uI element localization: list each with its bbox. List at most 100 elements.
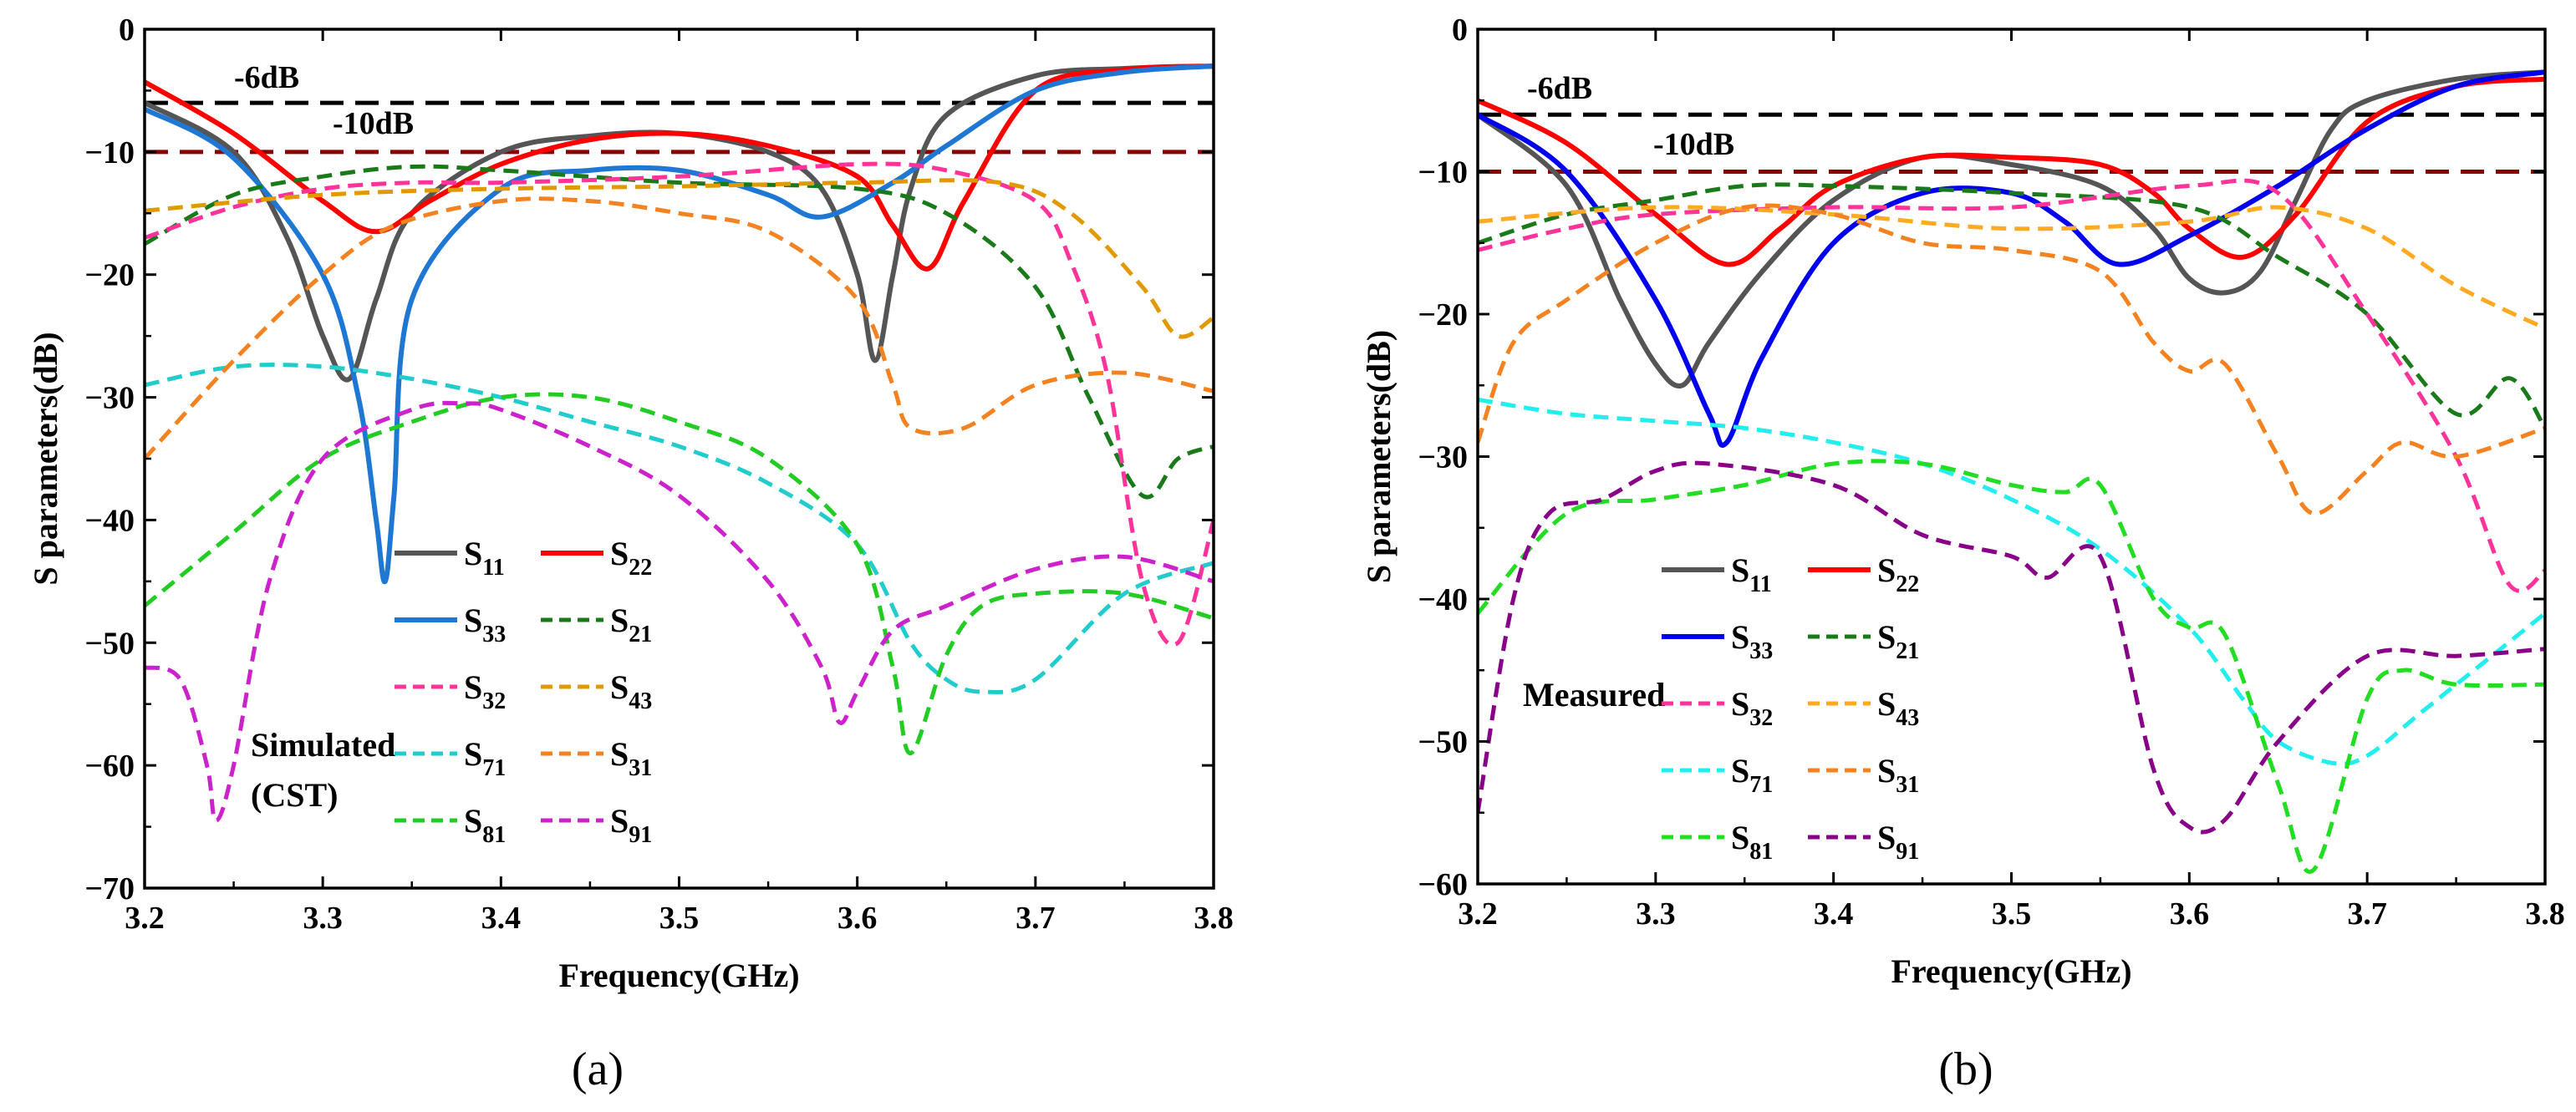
legend-item-s91: S91 xyxy=(1808,819,1919,865)
series-line-s31 xyxy=(145,196,1214,460)
series-line-s71 xyxy=(145,363,1214,695)
x-tick-label: 3.8 xyxy=(2525,896,2565,932)
legend-label: S91 xyxy=(1877,819,1919,865)
y-tick-label: 0 xyxy=(119,13,135,48)
y-tick-label: −10 xyxy=(1418,155,1468,190)
x-tick-label: 3.4 xyxy=(481,901,522,936)
panel-label: (a) xyxy=(572,1043,624,1095)
legend-label: S33 xyxy=(1731,618,1773,664)
legend: S11 S22 S33 S21 S32 S43 S71 S31 S81 S91 xyxy=(395,535,652,848)
series-line-s32 xyxy=(1478,178,2545,593)
y-axis-label: S parameters(dB) xyxy=(1360,330,1397,583)
legend-item-s11: S11 xyxy=(395,535,505,581)
y-tick-label: −40 xyxy=(1418,582,1468,617)
legend-item-s71: S71 xyxy=(395,735,506,781)
x-tick-label: 3.2 xyxy=(125,901,165,936)
legend-item-s32: S32 xyxy=(1662,685,1773,731)
legend-item-s22: S22 xyxy=(1808,551,1919,597)
legend-item-s43: S43 xyxy=(541,668,652,714)
y-tick-label: −20 xyxy=(1418,297,1468,333)
legend-item-s21: S21 xyxy=(541,602,652,647)
series-line-s43 xyxy=(145,178,1214,339)
series-line-s91 xyxy=(145,400,1214,823)
series-line-s91 xyxy=(1478,460,2545,835)
chart-panel-b: -6dB -10dB 3.2 3.3 3.4 3.5 3.6 3.7 3.8 0 −10 −20 −30… xyxy=(1360,13,2565,1095)
x-tick-label: 3.5 xyxy=(1992,896,2032,932)
legend-label: S22 xyxy=(610,535,652,581)
x-tick-label: 3.3 xyxy=(303,901,343,936)
legend-item-s71: S71 xyxy=(1662,752,1773,798)
series-line-s43 xyxy=(1478,205,2545,331)
y-tick-label: −50 xyxy=(84,626,135,661)
legend-item-s22: S22 xyxy=(541,535,652,581)
series-line-s31 xyxy=(1478,203,2545,516)
legend-label: S32 xyxy=(1731,685,1773,731)
series-line-s81 xyxy=(1478,459,2545,874)
legend: S11 S22 S33 S21 S32 S43 S71 S31 S81 S91 xyxy=(1662,551,1919,865)
legend-item-s31: S31 xyxy=(1808,752,1919,798)
series-line-s11 xyxy=(145,63,1214,383)
legend-item-s11: S11 xyxy=(1662,551,1772,597)
legend-item-s43: S43 xyxy=(1808,685,1919,731)
series-line-s22 xyxy=(145,63,1214,272)
legend-label: S81 xyxy=(464,802,506,848)
legend-label: S71 xyxy=(464,735,506,781)
y-tick-label: −40 xyxy=(84,503,135,538)
ref-label: -10dB xyxy=(1653,127,1734,162)
y-axis-label: S parameters(dB) xyxy=(27,332,64,585)
y-tick-label: 0 xyxy=(1452,13,1468,48)
legend-item-s21: S21 xyxy=(1808,618,1919,664)
legend-label: S21 xyxy=(1877,618,1919,664)
series-line-s81 xyxy=(145,392,1214,755)
legend-label: S31 xyxy=(1877,752,1919,798)
series-line-s71 xyxy=(1478,397,2545,766)
y-tick-label: −70 xyxy=(84,871,135,906)
ref-label: -10dB xyxy=(333,106,414,141)
y-tick-label: −10 xyxy=(84,135,135,170)
x-axis-label: Frequency(GHz) xyxy=(1891,952,2131,990)
x-tick-label: 3.6 xyxy=(837,901,878,936)
ref-label: -6dB xyxy=(1527,71,1592,106)
legend-label: S71 xyxy=(1731,752,1773,798)
legend-label: S32 xyxy=(464,668,506,714)
x-tick-label: 3.6 xyxy=(2170,896,2210,932)
legend-label: S11 xyxy=(464,535,505,581)
x-axis-label: Frequency(GHz) xyxy=(558,957,799,994)
series-line-s33 xyxy=(1478,69,2545,449)
y-tick-label: −50 xyxy=(1418,725,1468,760)
legend-label: S11 xyxy=(1731,551,1772,597)
legend-item-s81: S81 xyxy=(395,802,506,848)
legend-label: S43 xyxy=(610,668,652,714)
legend-item-s81: S81 xyxy=(1662,819,1773,865)
x-tick-label: 3.8 xyxy=(1194,901,1234,936)
legend-item-s32: S32 xyxy=(395,668,506,714)
legend-label: S21 xyxy=(610,602,652,647)
x-tick-label: 3.4 xyxy=(1814,896,1854,932)
series-line-s11 xyxy=(1478,69,2545,389)
legend-label: S22 xyxy=(1877,551,1919,597)
legend-label: S31 xyxy=(610,735,652,781)
x-tick-label: 3.3 xyxy=(1636,896,1676,932)
y-tick-label: −30 xyxy=(84,381,135,416)
x-tick-label: 3.5 xyxy=(659,901,700,936)
legend-item-s31: S31 xyxy=(541,735,652,781)
y-tick-label: −20 xyxy=(84,258,135,293)
series-line-s32 xyxy=(145,161,1214,647)
legend-label: S33 xyxy=(464,602,506,647)
y-tick-label: −30 xyxy=(1418,440,1468,475)
legend-label: S81 xyxy=(1731,819,1773,865)
series-group xyxy=(145,63,1214,823)
panel-label: (b) xyxy=(1938,1043,1993,1095)
series-group xyxy=(1478,69,2545,874)
series-line-s21 xyxy=(145,164,1214,500)
annotation-text: Measured xyxy=(1523,676,1665,713)
series-line-s21 xyxy=(1478,182,2545,429)
legend-label: S43 xyxy=(1877,685,1919,731)
y-tick-label: −60 xyxy=(1418,867,1468,902)
chart-panel-a: -6dB -10dB 3.2 3.3 3.4 3.5 3.6 3.7 3.8 0 −10 −20 −30… xyxy=(27,13,1234,1095)
annotation-text: (CST) xyxy=(251,776,338,814)
legend-item-s33: S33 xyxy=(395,602,506,647)
legend-label: S91 xyxy=(610,802,652,848)
series-line-s33 xyxy=(145,63,1214,585)
ref-label: -6dB xyxy=(234,60,299,95)
